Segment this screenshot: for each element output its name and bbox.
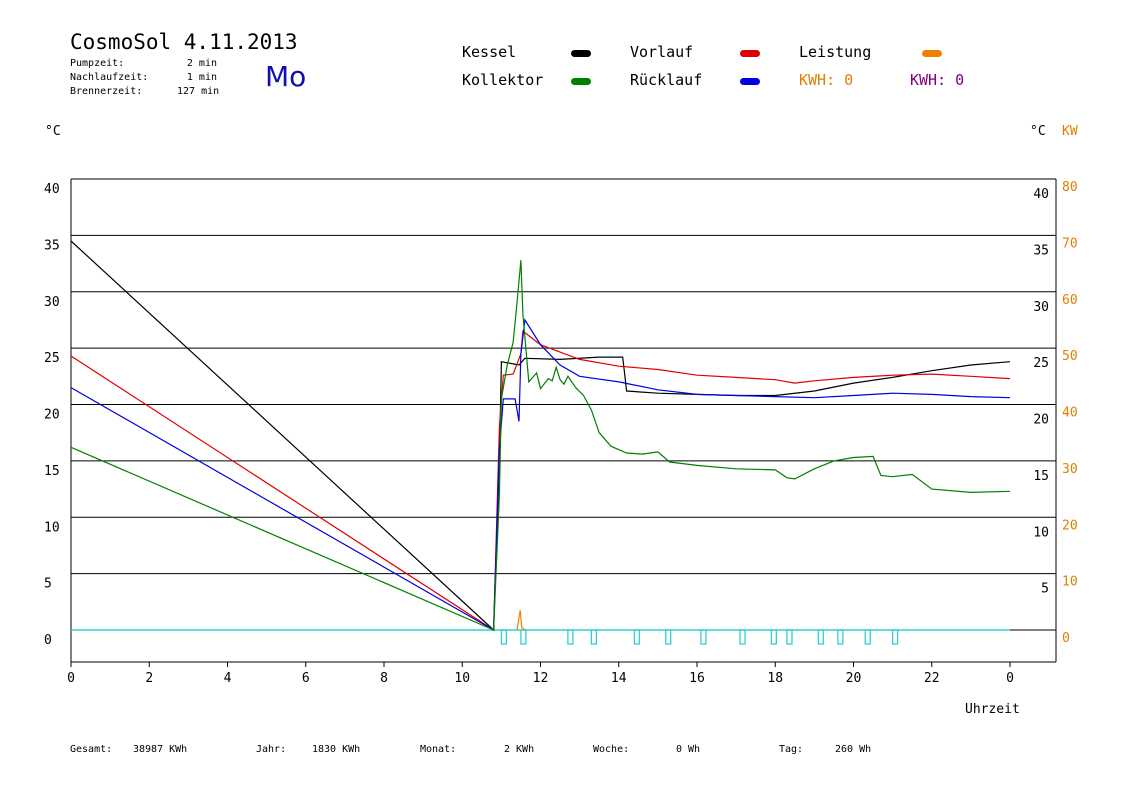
x-tick-label: 8 (380, 671, 388, 686)
y-tick-label-left: 5 (44, 577, 52, 592)
footer-day-label: Tag: (779, 744, 804, 755)
footer-total-value: 38987 KWh (133, 744, 188, 755)
power-axis-unit: KW (1062, 124, 1078, 139)
x-axis-label: Uhrzeit (965, 702, 1020, 717)
x-tick-label: 4 (224, 671, 232, 686)
x-tick-label: 6 (302, 671, 310, 686)
after-run-time-value: 1 min (186, 72, 217, 83)
footer-week-value: 0 Wh (676, 744, 701, 755)
legend-kessel-label: Kessel (462, 43, 517, 61)
y-tick-label-left: 0 (44, 633, 52, 648)
y-tick-label-right: 20 (1033, 413, 1049, 428)
pump-pulse (891, 629, 899, 645)
pump-pulse (837, 629, 844, 645)
pump-pulse (770, 629, 777, 645)
legend-ruecklauf-swatch (740, 78, 760, 85)
footer-year-value: 1830 KWh (312, 744, 361, 755)
y-tick-label-left: 30 (44, 295, 60, 310)
legend-kollektor-swatch (571, 78, 591, 85)
footer-month-label: Monat: (420, 744, 457, 755)
y-tick-label-right: 5 (1041, 582, 1049, 597)
y-tick-label-left: 10 (44, 520, 60, 535)
burner-time-label: Brennerzeit: (70, 86, 143, 97)
footer-day-value: 260 Wh (835, 744, 872, 755)
x-tick-label: 2 (145, 671, 153, 686)
x-tick-label: 10 (454, 671, 470, 686)
legend-ruecklauf-label: Rücklauf (630, 71, 703, 89)
power-tick-label: 40 (1062, 406, 1078, 421)
y-tick-label-left: 40 (44, 182, 60, 197)
y-tick-label-right: 40 (1033, 187, 1049, 202)
footer-year-label: Jahr: (256, 744, 287, 755)
pump-pulse (500, 629, 508, 645)
footer-month-value: 2 KWh (504, 744, 535, 755)
power-tick-label: 30 (1062, 462, 1078, 477)
power-tick-label: 0 (1062, 631, 1070, 646)
x-tick-label: 20 (846, 671, 862, 686)
chart-title: CosmoSol 4.11.2013 (70, 30, 298, 54)
pump-pulse (567, 629, 574, 645)
legend-vorlauf-swatch (740, 50, 760, 57)
x-tick-label: 18 (767, 671, 783, 686)
y-tick-label-right: 25 (1033, 356, 1049, 371)
pump-time-label: Pumpzeit: (70, 58, 125, 69)
kwh-total-purple: KWH: 0 (910, 71, 965, 89)
footer-week-label: Woche: (593, 744, 630, 755)
legend-vorlauf-label: Vorlauf (630, 43, 694, 61)
series-line-kessel (70, 240, 1011, 632)
y-tick-label-left: 35 (44, 238, 60, 253)
footer-total-label: Gesamt: (70, 744, 113, 755)
pump-pulse (739, 629, 746, 645)
power-tick-label: 60 (1062, 293, 1078, 308)
power-tick-label: 70 (1062, 236, 1078, 251)
legend-leistung-swatch (922, 50, 942, 57)
pump-pulse (700, 629, 707, 645)
power-tick-label: 80 (1062, 180, 1078, 195)
legend-kollektor-label: Kollektor (462, 71, 544, 89)
pump-time-value: 2 min (186, 58, 217, 69)
x-tick-label: 12 (533, 671, 549, 686)
y-tick-label-left: 20 (44, 408, 60, 423)
legend-leistung-label: Leistung (799, 43, 872, 61)
power-tick-label: 50 (1062, 349, 1078, 364)
series-line-leistung (516, 610, 526, 631)
y-tick-label-right: 30 (1033, 300, 1049, 315)
y-tick-label-left: 25 (44, 351, 60, 366)
after-run-time-label: Nachlaufzeit: (70, 72, 149, 83)
power-tick-label: 10 (1062, 575, 1078, 590)
series-line-kollektor (70, 260, 1011, 631)
right-axis-unit: °C (1030, 124, 1046, 139)
legend-kessel-swatch (571, 50, 591, 57)
pump-pulse (665, 629, 672, 645)
y-tick-label-right: 15 (1033, 469, 1049, 484)
x-tick-label: 14 (611, 671, 627, 686)
power-tick-label: 20 (1062, 518, 1078, 533)
pump-pulse (590, 629, 598, 645)
x-tick-label: 22 (924, 671, 940, 686)
burner-time-value: 127 min (177, 86, 220, 97)
y-tick-label-right: 10 (1033, 525, 1049, 540)
left-axis-unit: °C (45, 124, 61, 139)
pump-pulse (864, 629, 871, 645)
x-tick-label: 16 (689, 671, 705, 686)
x-tick-label: 0 (67, 671, 75, 686)
pump-pulse (633, 629, 641, 645)
y-tick-label-right: 35 (1033, 243, 1049, 258)
x-tick-label: 0 (1006, 671, 1014, 686)
series-line-vorlauf (70, 330, 1011, 632)
series-line-rücklauf (70, 318, 1011, 632)
kwh-total-orange: KWH: 0 (799, 71, 854, 89)
pump-pulse (520, 629, 527, 645)
pump-pulse (786, 629, 793, 645)
pump-pulse (817, 629, 824, 645)
weekday-label: Mo (265, 60, 307, 93)
y-tick-label-left: 15 (44, 464, 60, 479)
